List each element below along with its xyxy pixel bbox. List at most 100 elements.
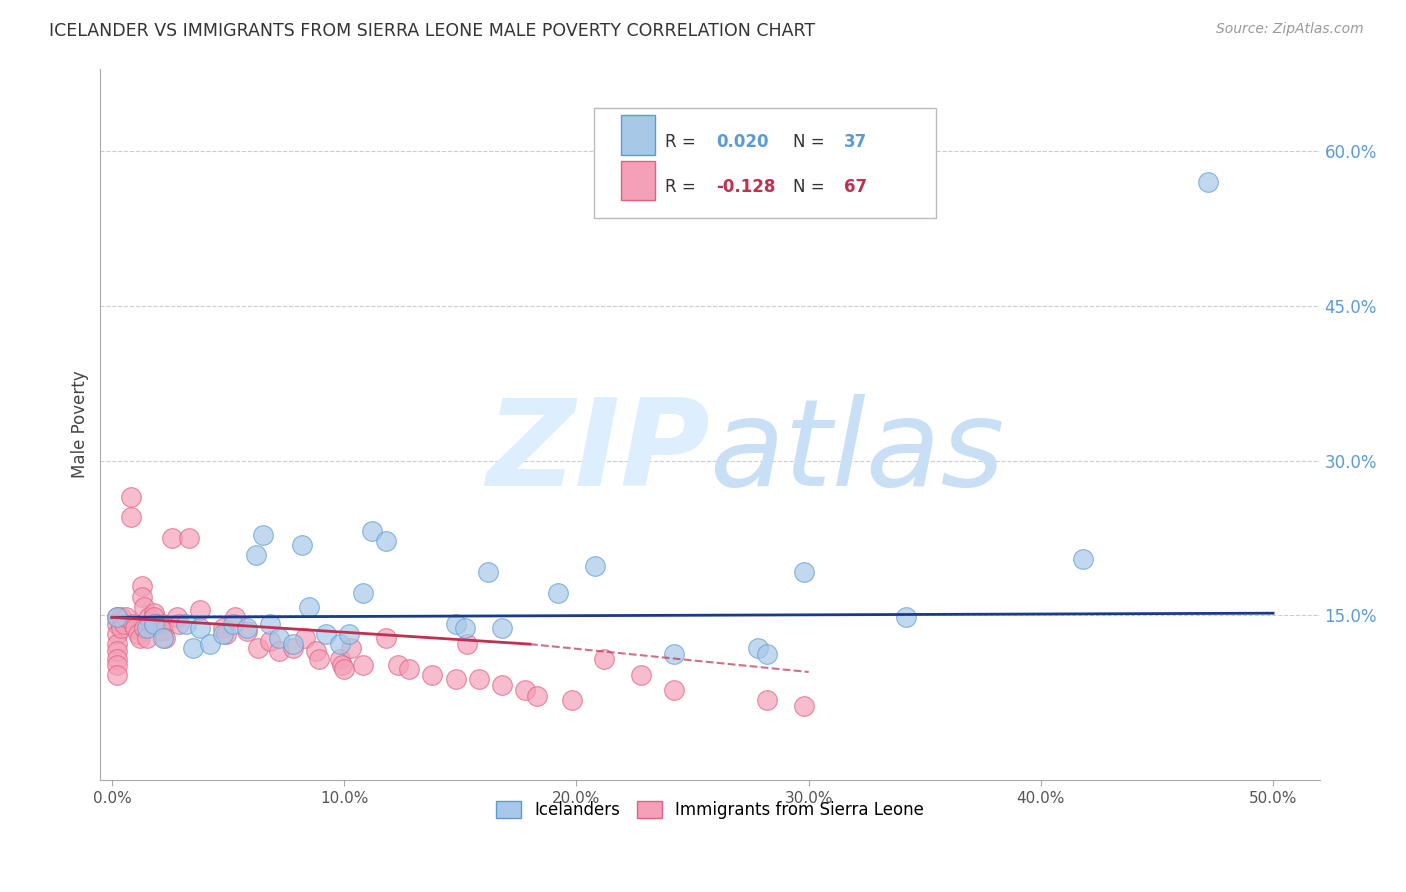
Point xyxy=(444,616,467,631)
Point xyxy=(662,648,685,662)
Point xyxy=(793,565,815,579)
Point xyxy=(105,657,128,672)
Point xyxy=(110,610,132,624)
Point xyxy=(131,590,153,604)
Point xyxy=(224,610,246,624)
Point xyxy=(454,621,477,635)
Text: ZIP: ZIP xyxy=(486,394,710,511)
Point xyxy=(352,585,374,599)
Point xyxy=(120,490,142,504)
Point xyxy=(135,621,157,635)
Point xyxy=(352,657,374,672)
Point xyxy=(561,693,583,707)
Point xyxy=(105,610,128,624)
Point xyxy=(212,621,235,635)
Point xyxy=(422,668,444,682)
Point xyxy=(245,549,267,563)
Point xyxy=(105,644,128,658)
Point xyxy=(747,641,769,656)
Point xyxy=(593,651,616,665)
Point xyxy=(166,610,188,624)
Point xyxy=(491,678,513,692)
Text: N =: N = xyxy=(793,133,830,151)
Point xyxy=(128,631,150,645)
Legend: Icelanders, Immigrants from Sierra Leone: Icelanders, Immigrants from Sierra Leone xyxy=(489,794,931,825)
Point xyxy=(755,693,778,707)
Point xyxy=(291,538,314,552)
Point xyxy=(308,651,330,665)
Point xyxy=(212,627,235,641)
Point xyxy=(330,657,353,672)
Point xyxy=(337,627,360,641)
Point xyxy=(105,668,128,682)
Point xyxy=(468,672,491,686)
FancyBboxPatch shape xyxy=(595,108,935,218)
Point xyxy=(152,616,174,631)
Point xyxy=(198,637,221,651)
Point xyxy=(662,682,685,697)
Point xyxy=(329,651,352,665)
Point xyxy=(120,510,142,524)
Text: R =: R = xyxy=(665,133,700,151)
Point xyxy=(269,644,291,658)
Point xyxy=(387,657,409,672)
Point xyxy=(630,668,652,682)
Point xyxy=(298,599,321,614)
Text: 0.020: 0.020 xyxy=(716,133,769,151)
Point xyxy=(375,533,398,548)
Point xyxy=(252,528,274,542)
Point xyxy=(305,644,328,658)
Point xyxy=(142,610,165,624)
Point xyxy=(477,565,499,579)
Text: -0.128: -0.128 xyxy=(716,178,776,196)
Point xyxy=(155,631,177,645)
Point xyxy=(235,621,257,635)
Point xyxy=(188,603,211,617)
Point xyxy=(583,558,606,573)
Point xyxy=(222,616,245,631)
Point xyxy=(152,624,174,638)
Text: atlas: atlas xyxy=(710,394,1005,511)
Point xyxy=(142,616,165,631)
FancyBboxPatch shape xyxy=(621,161,655,200)
Point xyxy=(105,610,128,624)
Point xyxy=(142,606,165,620)
Point xyxy=(281,641,304,656)
Text: 37: 37 xyxy=(844,133,868,151)
Text: ICELANDER VS IMMIGRANTS FROM SIERRA LEONE MALE POVERTY CORRELATION CHART: ICELANDER VS IMMIGRANTS FROM SIERRA LEON… xyxy=(49,22,815,40)
Point xyxy=(174,616,197,631)
Point xyxy=(127,627,149,641)
Point xyxy=(215,627,238,641)
Y-axis label: Male Poverty: Male Poverty xyxy=(72,370,89,478)
Point xyxy=(259,616,281,631)
Point xyxy=(135,631,157,645)
Point xyxy=(294,631,316,645)
Point xyxy=(121,616,143,631)
Point xyxy=(361,524,384,538)
Point xyxy=(115,610,138,624)
Point xyxy=(247,641,270,656)
Point xyxy=(793,699,815,714)
Point xyxy=(162,531,184,545)
Point xyxy=(526,689,548,703)
Point xyxy=(105,627,128,641)
Point xyxy=(124,621,146,635)
Point xyxy=(138,610,160,624)
Point xyxy=(398,662,420,676)
Point xyxy=(1197,175,1219,189)
Point xyxy=(105,651,128,665)
Point xyxy=(444,672,467,686)
Point xyxy=(259,634,281,648)
Point xyxy=(491,621,513,635)
Point xyxy=(110,621,132,635)
Point xyxy=(134,621,156,635)
Point xyxy=(145,616,167,631)
Point xyxy=(235,624,257,638)
Point xyxy=(755,648,778,662)
Point xyxy=(134,599,156,614)
Text: 67: 67 xyxy=(844,178,868,196)
Point xyxy=(333,662,356,676)
Point xyxy=(169,616,191,631)
Point xyxy=(896,610,918,624)
Point xyxy=(131,579,153,593)
